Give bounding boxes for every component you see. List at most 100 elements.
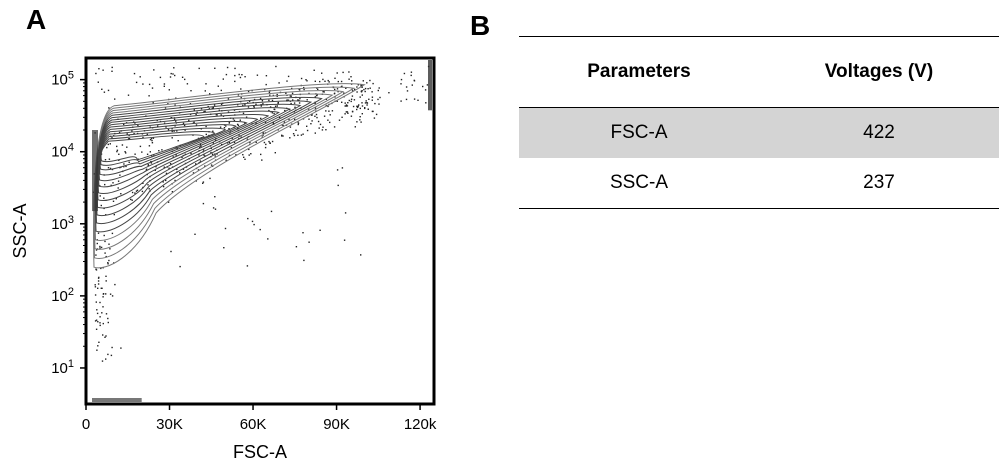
event-dot: [95, 328, 98, 330]
event-dot: [273, 112, 275, 115]
event-dot: [347, 112, 349, 114]
event-dot: [181, 156, 183, 159]
event-dot: [413, 79, 415, 82]
event-dot: [336, 72, 338, 74]
event-dot: [410, 74, 412, 77]
event-dot: [142, 83, 144, 85]
event-dot: [360, 84, 362, 86]
event-dot: [184, 153, 186, 155]
event-dot: [357, 105, 359, 107]
event-dot: [123, 163, 125, 165]
event-dot: [109, 167, 112, 170]
event-dot: [334, 88, 336, 91]
event-dot: [173, 118, 176, 121]
event-dot: [105, 255, 107, 258]
event-dot: [101, 360, 104, 362]
event-dot: [203, 154, 205, 156]
event-dot: [375, 113, 378, 116]
event-dot: [344, 105, 346, 107]
event-dot: [308, 241, 310, 243]
event-dot: [105, 358, 107, 360]
event-dot: [190, 152, 192, 155]
event-dot: [121, 144, 124, 146]
event-dot: [244, 104, 246, 106]
event-dot: [315, 94, 318, 97]
contour-line: [100, 134, 205, 163]
event-dot: [96, 309, 98, 311]
contour-line: [96, 103, 302, 217]
event-dot: [210, 164, 213, 166]
event-dot: [248, 100, 251, 103]
event-dot: [225, 73, 228, 76]
event-dot: [368, 98, 370, 100]
x-tick-label: 120k: [404, 416, 437, 433]
event-dot: [209, 177, 211, 180]
event-dot: [223, 247, 225, 249]
event-dot: [347, 102, 349, 104]
event-dot: [240, 96, 242, 99]
event-dot: [250, 153, 252, 155]
event-dot: [167, 201, 170, 203]
event-dot: [341, 85, 343, 87]
event-dot: [345, 104, 348, 106]
event-dot: [425, 102, 427, 104]
event-dot: [290, 95, 292, 97]
event-dot: [299, 89, 301, 91]
event-dot: [268, 109, 270, 112]
event-dot: [236, 127, 239, 129]
event-dot: [228, 121, 231, 123]
event-dot: [297, 123, 299, 126]
event-dot: [111, 137, 113, 139]
event-dot: [306, 125, 308, 127]
event-dot: [328, 110, 330, 112]
event-dot: [299, 97, 301, 100]
event-dot: [329, 114, 331, 116]
event-dot: [426, 84, 429, 86]
event-dot: [118, 131, 121, 134]
event-dot: [174, 74, 176, 77]
event-dot: [371, 91, 373, 93]
event-dot: [94, 286, 97, 288]
event-dot: [300, 134, 303, 136]
event-dot: [361, 94, 363, 96]
event-dot: [373, 117, 376, 119]
event-dot: [103, 234, 105, 237]
event-dot: [150, 162, 153, 164]
event-dot: [245, 116, 248, 118]
event-dot: [289, 137, 291, 139]
event-dot: [305, 79, 307, 81]
event-dot: [371, 96, 374, 98]
event-dot: [94, 294, 97, 296]
event-dot: [282, 135, 284, 137]
event-dot: [204, 90, 206, 92]
event-dot: [322, 126, 324, 128]
event-dot: [269, 142, 271, 144]
event-dot: [306, 99, 308, 101]
event-dot: [234, 80, 236, 83]
event-dot: [240, 136, 242, 138]
event-dot: [105, 214, 107, 216]
event-dot: [147, 164, 149, 166]
event-dot: [265, 75, 268, 77]
event-dot: [136, 189, 139, 191]
event-dot: [231, 137, 233, 139]
event-dot: [97, 283, 100, 285]
event-dot: [272, 122, 274, 124]
event-dot: [377, 89, 379, 92]
event-dot: [175, 154, 177, 156]
event-dot: [303, 86, 305, 89]
event-dot: [125, 152, 127, 154]
event-dot: [303, 88, 305, 91]
event-dot: [217, 85, 219, 87]
event-dot: [108, 107, 110, 109]
event-dot: [268, 140, 270, 143]
event-dot: [165, 172, 168, 175]
event-dot: [126, 146, 128, 148]
event-dot: [323, 115, 326, 117]
event-dot: [350, 100, 352, 103]
event-dot: [341, 101, 343, 103]
event-dot: [297, 122, 300, 124]
event-dot: [211, 107, 213, 110]
event-dot: [165, 179, 167, 182]
event-dot: [199, 160, 202, 162]
